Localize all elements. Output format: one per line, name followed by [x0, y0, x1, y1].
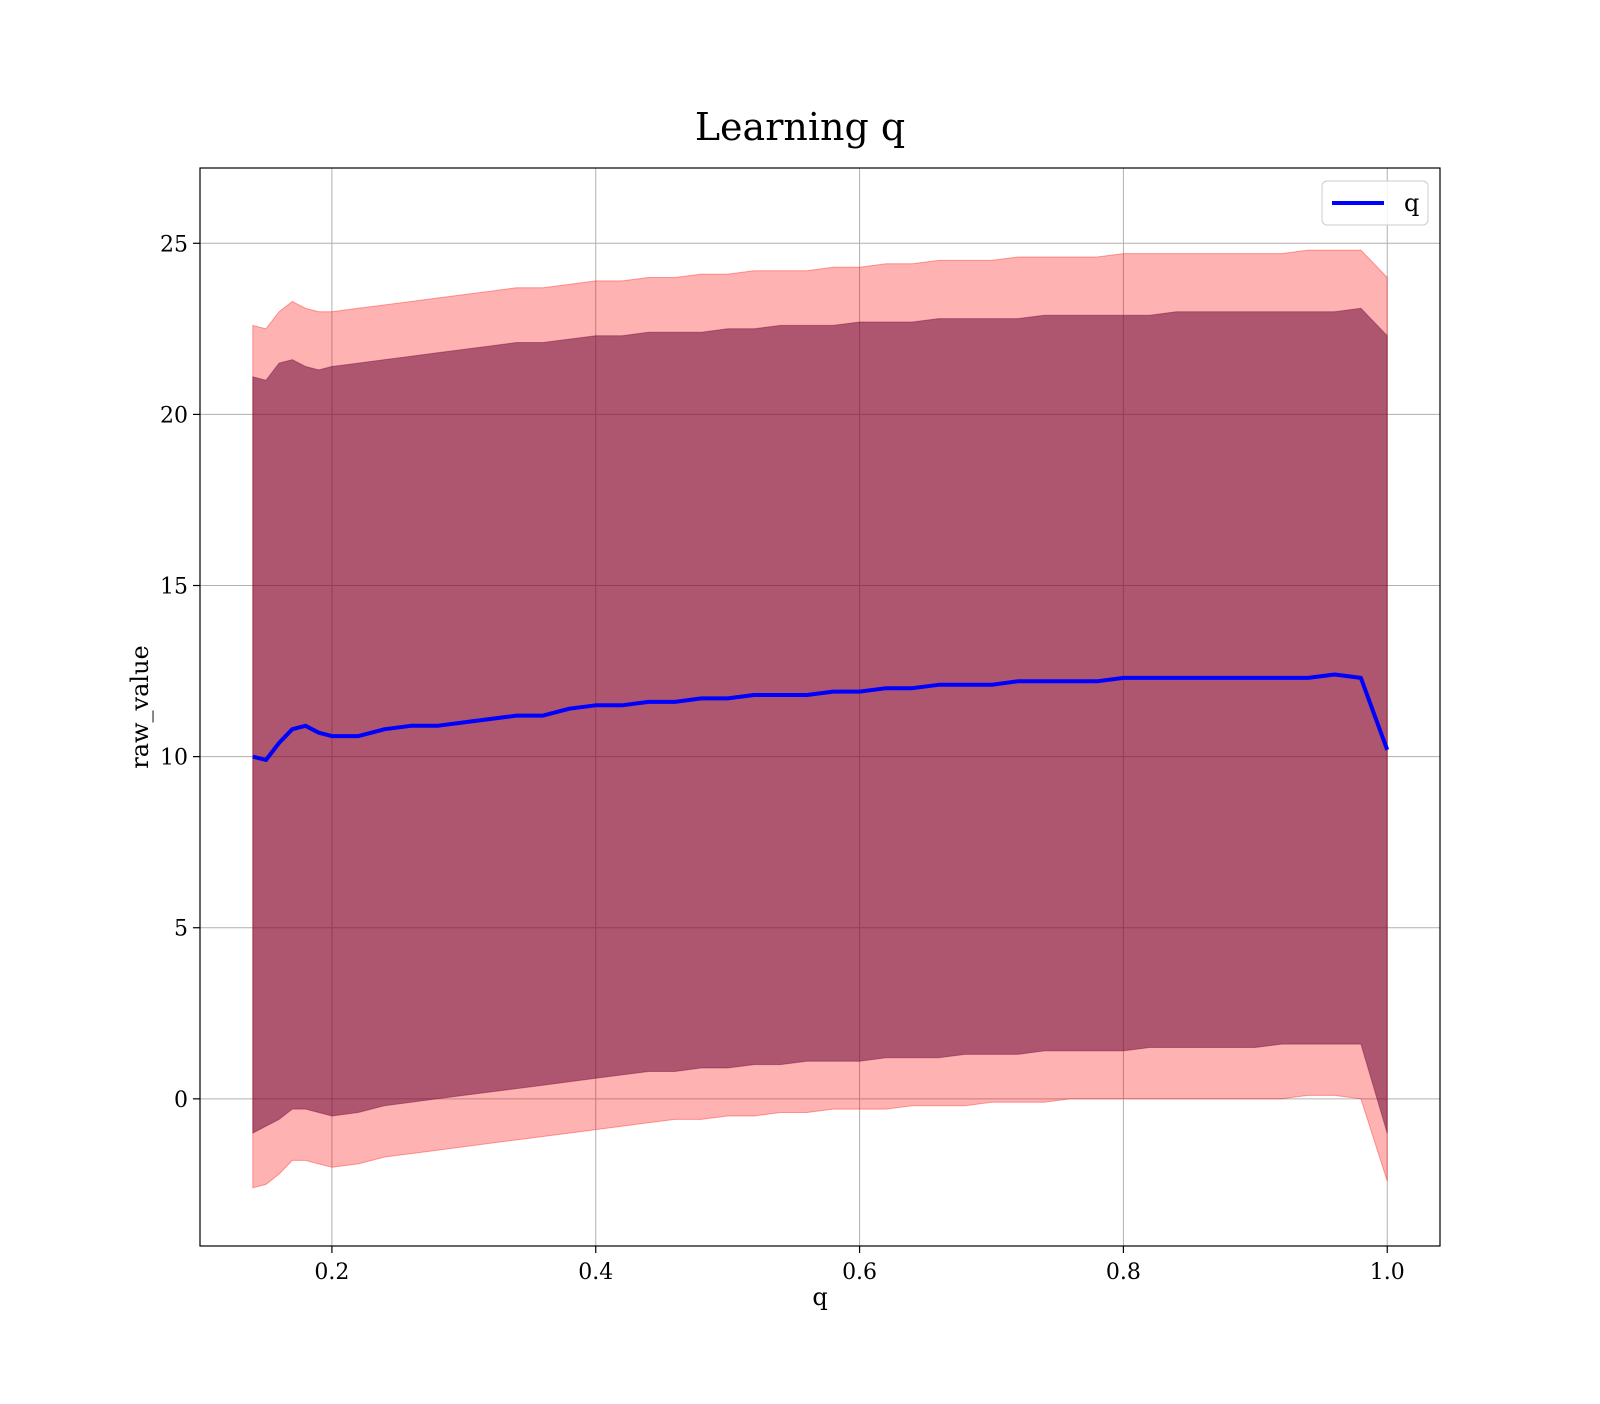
y-axis-ticks: 0 5 10 15 20 25 [160, 232, 200, 1113]
x-tick-label: 0.6 [842, 1260, 877, 1285]
plot-frame [199, 167, 1441, 1247]
y-tick-label: 0 [174, 1088, 188, 1113]
series-line-q [252, 672, 1390, 762]
x-tick-label: 1.0 [1370, 1260, 1405, 1285]
y-tick-label: 15 [160, 575, 188, 600]
x-tick-label: 0.8 [1106, 1260, 1141, 1285]
inner-confidence-band [252, 307, 1388, 1134]
x-tick-label: 0.2 [314, 1260, 349, 1285]
legend-label-q: q [1404, 189, 1419, 217]
chart-title: Learning q [695, 105, 905, 149]
y-tick-label: 5 [174, 917, 188, 942]
y-axis-label: raw_value [126, 645, 154, 769]
legend: q [1321, 180, 1429, 226]
plot-area [199, 167, 1441, 1247]
y-tick-label: 10 [160, 746, 188, 771]
x-axis-label: q [812, 1283, 827, 1311]
x-axis-ticks: 0.2 0.4 0.6 0.8 1.0 [314, 1246, 1405, 1285]
y-tick-label: 25 [160, 232, 188, 257]
x-tick-label: 0.4 [578, 1260, 613, 1285]
confidence-bands [252, 249, 1388, 1189]
series-lines [252, 672, 1390, 762]
y-tick-label: 20 [160, 403, 188, 428]
